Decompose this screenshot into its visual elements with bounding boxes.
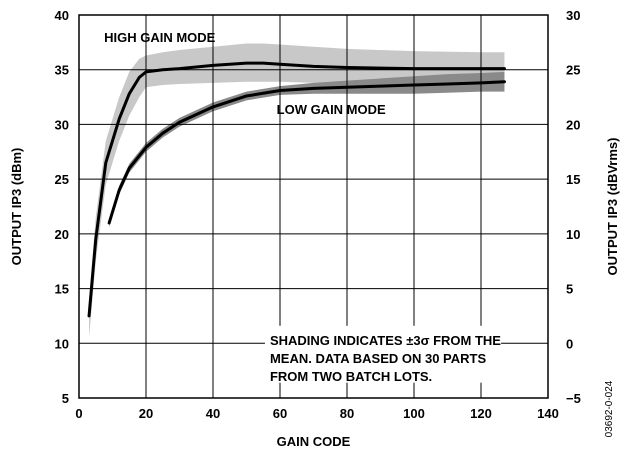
y-axis-title: OUTPUT IP3 (dBm) xyxy=(9,148,24,266)
band-series-1 xyxy=(89,43,505,338)
y2-tick-0: −5 xyxy=(566,391,581,406)
y-tick-35: 35 xyxy=(55,63,69,78)
line-series-2 xyxy=(107,80,506,225)
y-tick-40: 40 xyxy=(55,8,69,23)
low-gain-mode-label: LOW GAIN MODE xyxy=(277,102,386,117)
series-lines xyxy=(87,61,506,318)
y2-tick-5: 20 xyxy=(566,117,580,132)
x-tick-100: 100 xyxy=(403,406,425,421)
annotation-line-2: MEAN. DATA BASED ON 30 PARTS xyxy=(270,351,487,366)
y2-tick-2: 5 xyxy=(566,282,573,297)
y2-tick-1: 0 xyxy=(566,336,573,351)
x-tick-40: 40 xyxy=(206,406,220,421)
y2-axis-title: OUTPUT IP3 (dBVrms) xyxy=(605,138,620,276)
y-tick-labels: 5 10 15 20 25 30 35 40 xyxy=(55,8,69,406)
y-tick-25: 25 xyxy=(55,172,69,187)
x-tick-20: 20 xyxy=(139,406,153,421)
figure-id: 03692-0-024 xyxy=(604,380,615,437)
y-tick-30: 30 xyxy=(55,117,69,132)
band-series-2 xyxy=(109,71,505,228)
y2-tick-6: 25 xyxy=(566,63,580,78)
line-series-1 xyxy=(87,61,506,318)
x-tick-120: 120 xyxy=(470,406,492,421)
annotation-line-1: SHADING INDICATES ±3σ FROM THE xyxy=(270,333,501,348)
y2-tick-7: 30 xyxy=(566,8,580,23)
y-tick-10: 10 xyxy=(55,336,69,351)
x-axis-title: GAIN CODE xyxy=(277,434,351,449)
confidence-bands xyxy=(89,43,505,338)
y-tick-15: 15 xyxy=(55,282,69,297)
y2-tick-3: 10 xyxy=(566,227,580,242)
y-tick-5: 5 xyxy=(62,391,69,406)
x-tick-140: 140 xyxy=(537,406,559,421)
y2-tick-4: 15 xyxy=(566,172,580,187)
annotation-box xyxy=(264,325,502,383)
annotation-line-3: FROM TWO BATCH LOTS. xyxy=(270,369,432,384)
x-tick-80: 80 xyxy=(340,406,354,421)
high-gain-mode-label: HIGH GAIN MODE xyxy=(104,30,216,45)
x-tick-60: 60 xyxy=(273,406,287,421)
x-tick-labels: 0 20 40 60 80 100 120 140 xyxy=(75,406,558,421)
y-tick-20: 20 xyxy=(55,227,69,242)
plot-frame xyxy=(78,14,549,399)
y2-tick-labels: −5 0 5 10 15 20 25 30 xyxy=(566,8,581,406)
x-tick-0: 0 xyxy=(75,406,82,421)
